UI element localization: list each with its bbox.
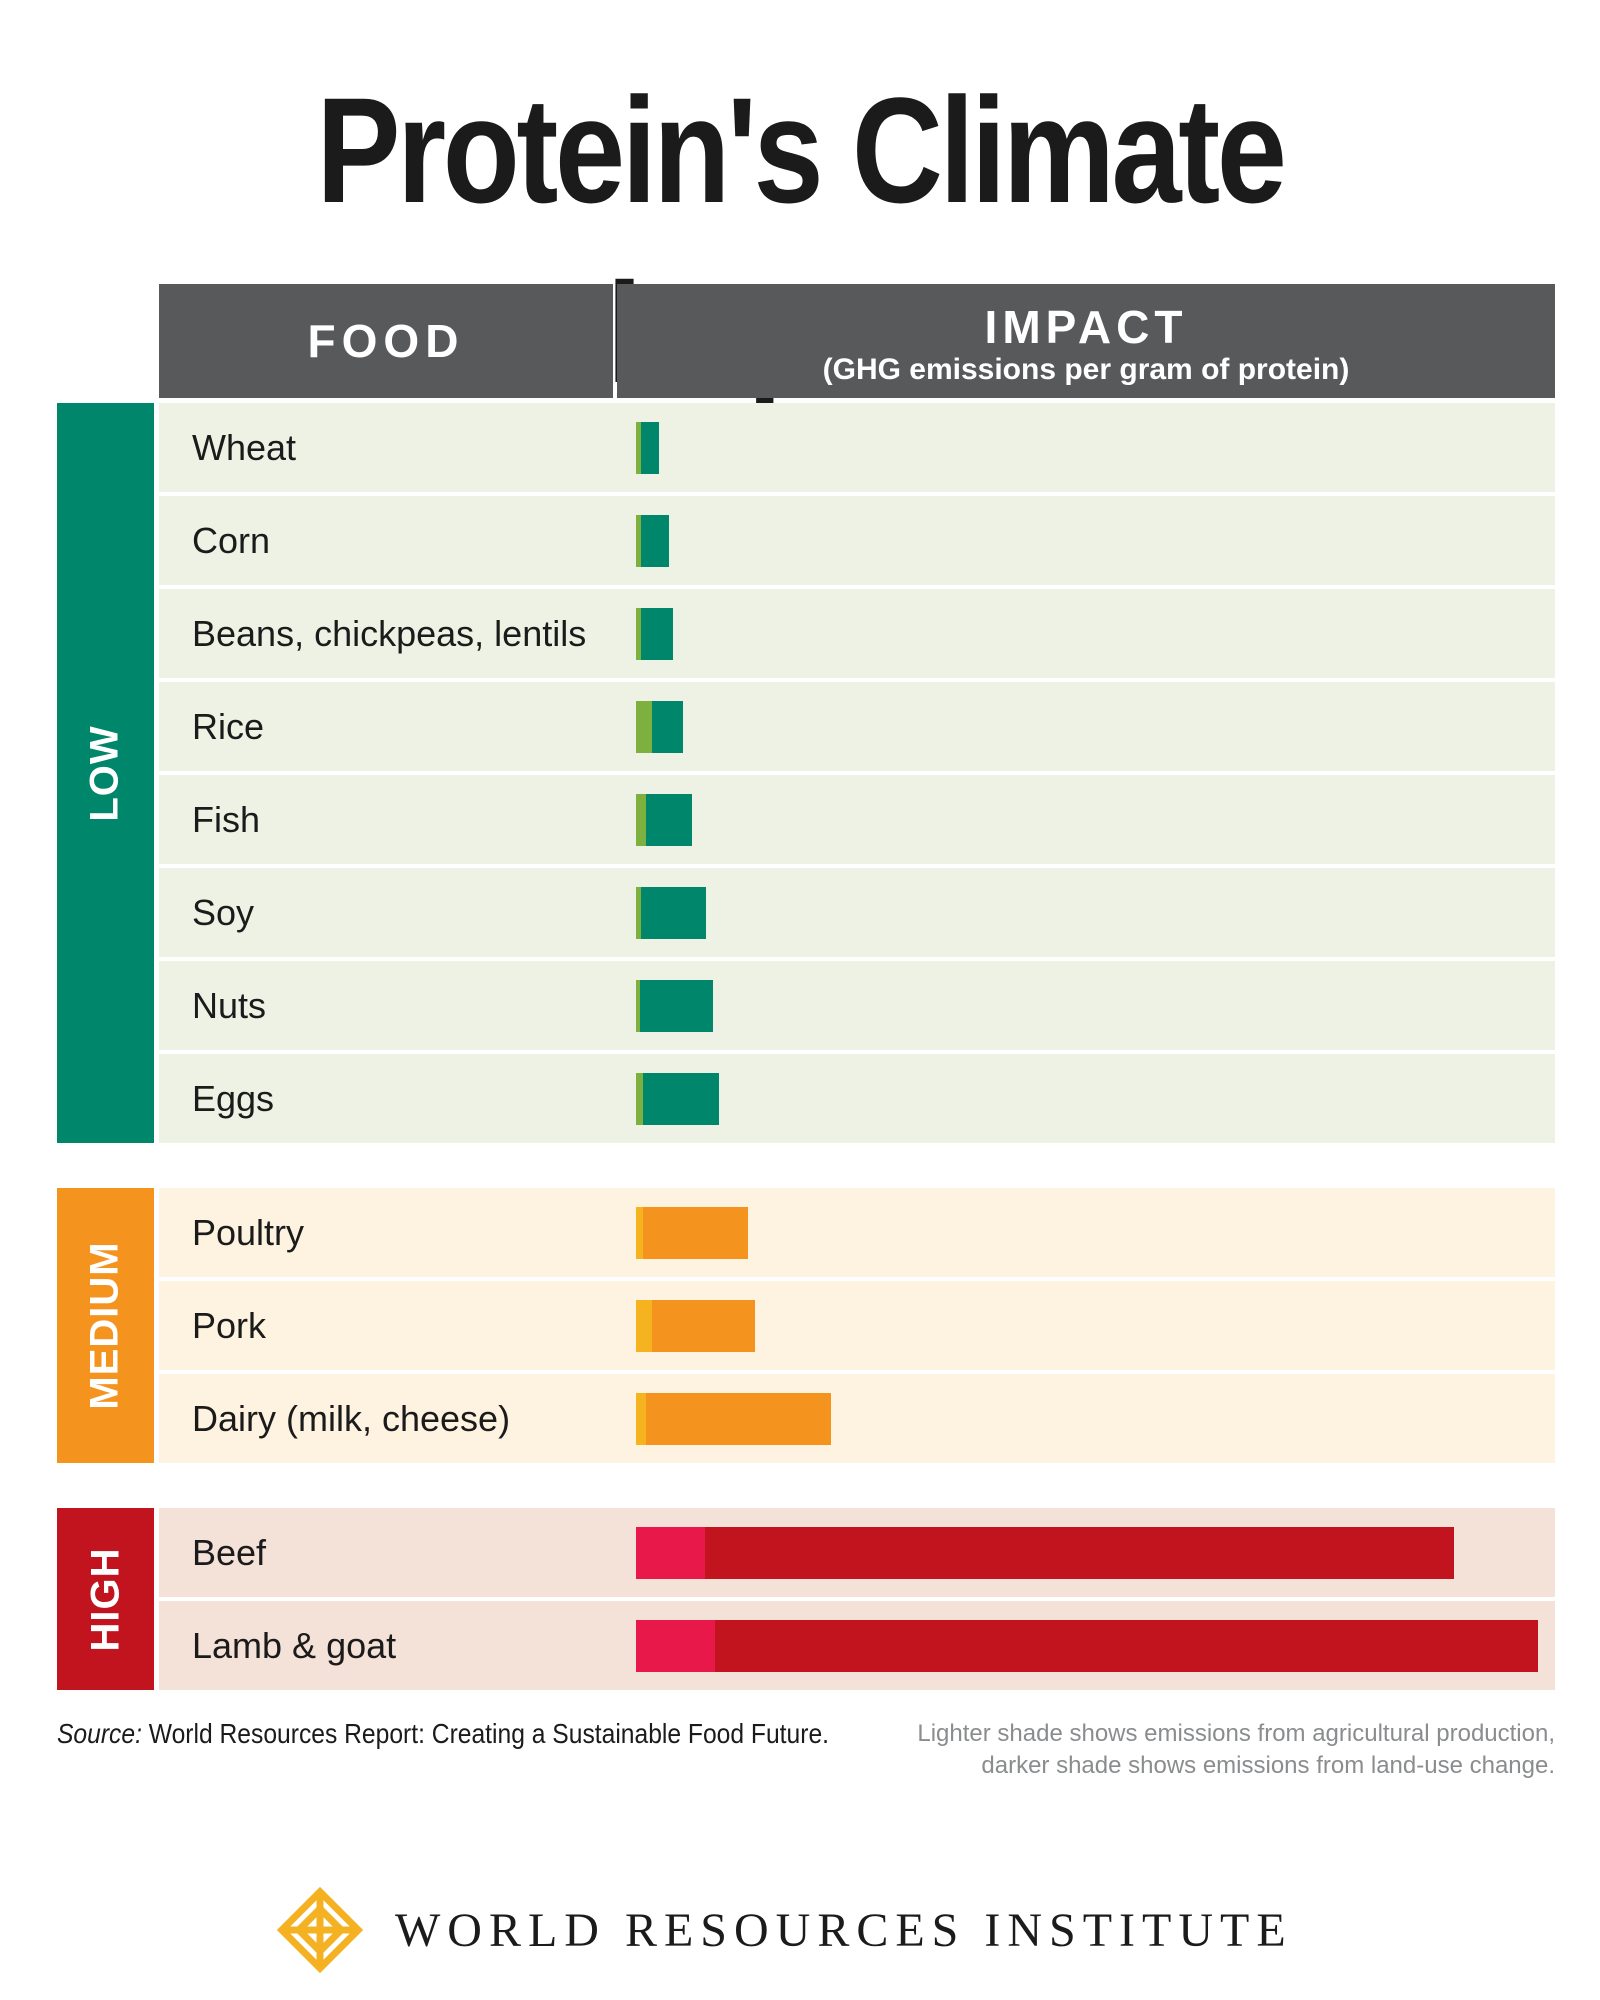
group-low: LOW Wheat Corn Beans, chickpeas, lentils Ric… xyxy=(0,403,1600,1143)
bar-land-use xyxy=(639,980,713,1032)
food-name: Fish xyxy=(192,799,261,840)
table-row: Pork xyxy=(159,1281,1555,1370)
bar-production xyxy=(636,608,641,660)
group-label: HIGH xyxy=(83,1547,127,1651)
bar-land-use xyxy=(640,515,670,567)
impact-column-header: IMPACT (GHG emissions per gram of protei… xyxy=(617,284,1555,398)
food-name: Corn xyxy=(192,520,271,561)
food-name: Wheat xyxy=(192,427,297,468)
table-row: Beef xyxy=(159,1508,1555,1597)
bar-land-use xyxy=(643,1207,748,1259)
bar-production xyxy=(636,980,640,1032)
table-row: Poultry xyxy=(159,1188,1555,1277)
legend-note-line-2: darker shade shows emissions from land-u… xyxy=(981,1752,1555,1779)
source-text: World Resources Report: Creating a Susta… xyxy=(141,1718,829,1749)
table-row: Beans, chickpeas, lentils xyxy=(159,589,1555,678)
bar-production xyxy=(636,515,641,567)
impact-header-label: IMPACT xyxy=(984,301,1188,353)
group-label: LOW xyxy=(83,724,127,822)
food-name: Soy xyxy=(192,892,255,933)
impact-header-sublabel: (GHG emissions per gram of protein) xyxy=(822,353,1350,386)
shade-legend-note: Lighter shade shows emissions from agric… xyxy=(917,1718,1555,1782)
bar-land-use xyxy=(640,422,659,474)
food-name: Rice xyxy=(192,706,265,747)
bar-production xyxy=(636,1620,716,1672)
bar-production xyxy=(636,1300,653,1352)
group-label: MEDIUM xyxy=(83,1241,127,1410)
bar-production xyxy=(636,422,641,474)
source-citation: Source: World Resources Report: Creating… xyxy=(57,1718,829,1750)
wri-knot-icon xyxy=(276,1886,364,1974)
table-row: Wheat xyxy=(159,403,1555,492)
food-name: Poultry xyxy=(192,1212,305,1253)
table-row: Rice xyxy=(159,682,1555,771)
bar-production xyxy=(636,1393,646,1445)
food-name: Beef xyxy=(192,1532,267,1573)
bar-land-use xyxy=(640,608,673,660)
group-high: HIGH Beef Lamb & goat xyxy=(0,1508,1600,1690)
food-name: Beans, chickpeas, lentils xyxy=(192,613,587,654)
group-label-band: MEDIUM xyxy=(57,1188,154,1463)
table-row: Eggs xyxy=(159,1054,1555,1143)
wri-logo-text: WORLD RESOURCES INSTITUTE xyxy=(395,1903,1293,1957)
food-name: Eggs xyxy=(192,1078,275,1119)
food-column-header: FOOD xyxy=(159,284,613,398)
wri-logo: WORLD RESOURCES INSTITUTE xyxy=(275,1880,1293,1980)
food-name: Pork xyxy=(192,1305,267,1346)
food-name: Lamb & goat xyxy=(192,1625,397,1666)
table-row: Dairy (milk, cheese) xyxy=(159,1374,1555,1463)
table-row: Corn xyxy=(159,496,1555,585)
food-name: Nuts xyxy=(192,985,267,1026)
legend-note-line-1: Lighter shade shows emissions from agric… xyxy=(917,1720,1555,1747)
bar-production xyxy=(636,887,641,939)
bar-land-use xyxy=(652,1300,756,1352)
table-row: Soy xyxy=(159,868,1555,957)
bar-land-use xyxy=(705,1527,1455,1579)
bar-production xyxy=(636,794,646,846)
table-row: Lamb & goat xyxy=(159,1601,1555,1690)
bar-land-use xyxy=(645,1393,831,1445)
group-label-band: LOW xyxy=(57,403,154,1143)
bar-land-use xyxy=(645,794,692,846)
group-label-band: HIGH xyxy=(57,1508,154,1690)
source-label: Source: xyxy=(57,1718,142,1749)
bar-production xyxy=(636,1527,706,1579)
bar-land-use xyxy=(643,1073,719,1125)
food-name: Dairy (milk, cheese) xyxy=(192,1398,511,1439)
bar-production xyxy=(636,701,653,753)
table-row: Fish xyxy=(159,775,1555,864)
bar-land-use xyxy=(715,1620,1538,1672)
group-medium: MEDIUM Poultry Pork Dairy (milk, cheese) xyxy=(0,1188,1600,1463)
bar-production xyxy=(636,1207,644,1259)
bar-land-use xyxy=(640,887,707,939)
table-row: Nuts xyxy=(159,961,1555,1050)
bar-land-use xyxy=(652,701,683,753)
bar-production xyxy=(636,1073,644,1125)
